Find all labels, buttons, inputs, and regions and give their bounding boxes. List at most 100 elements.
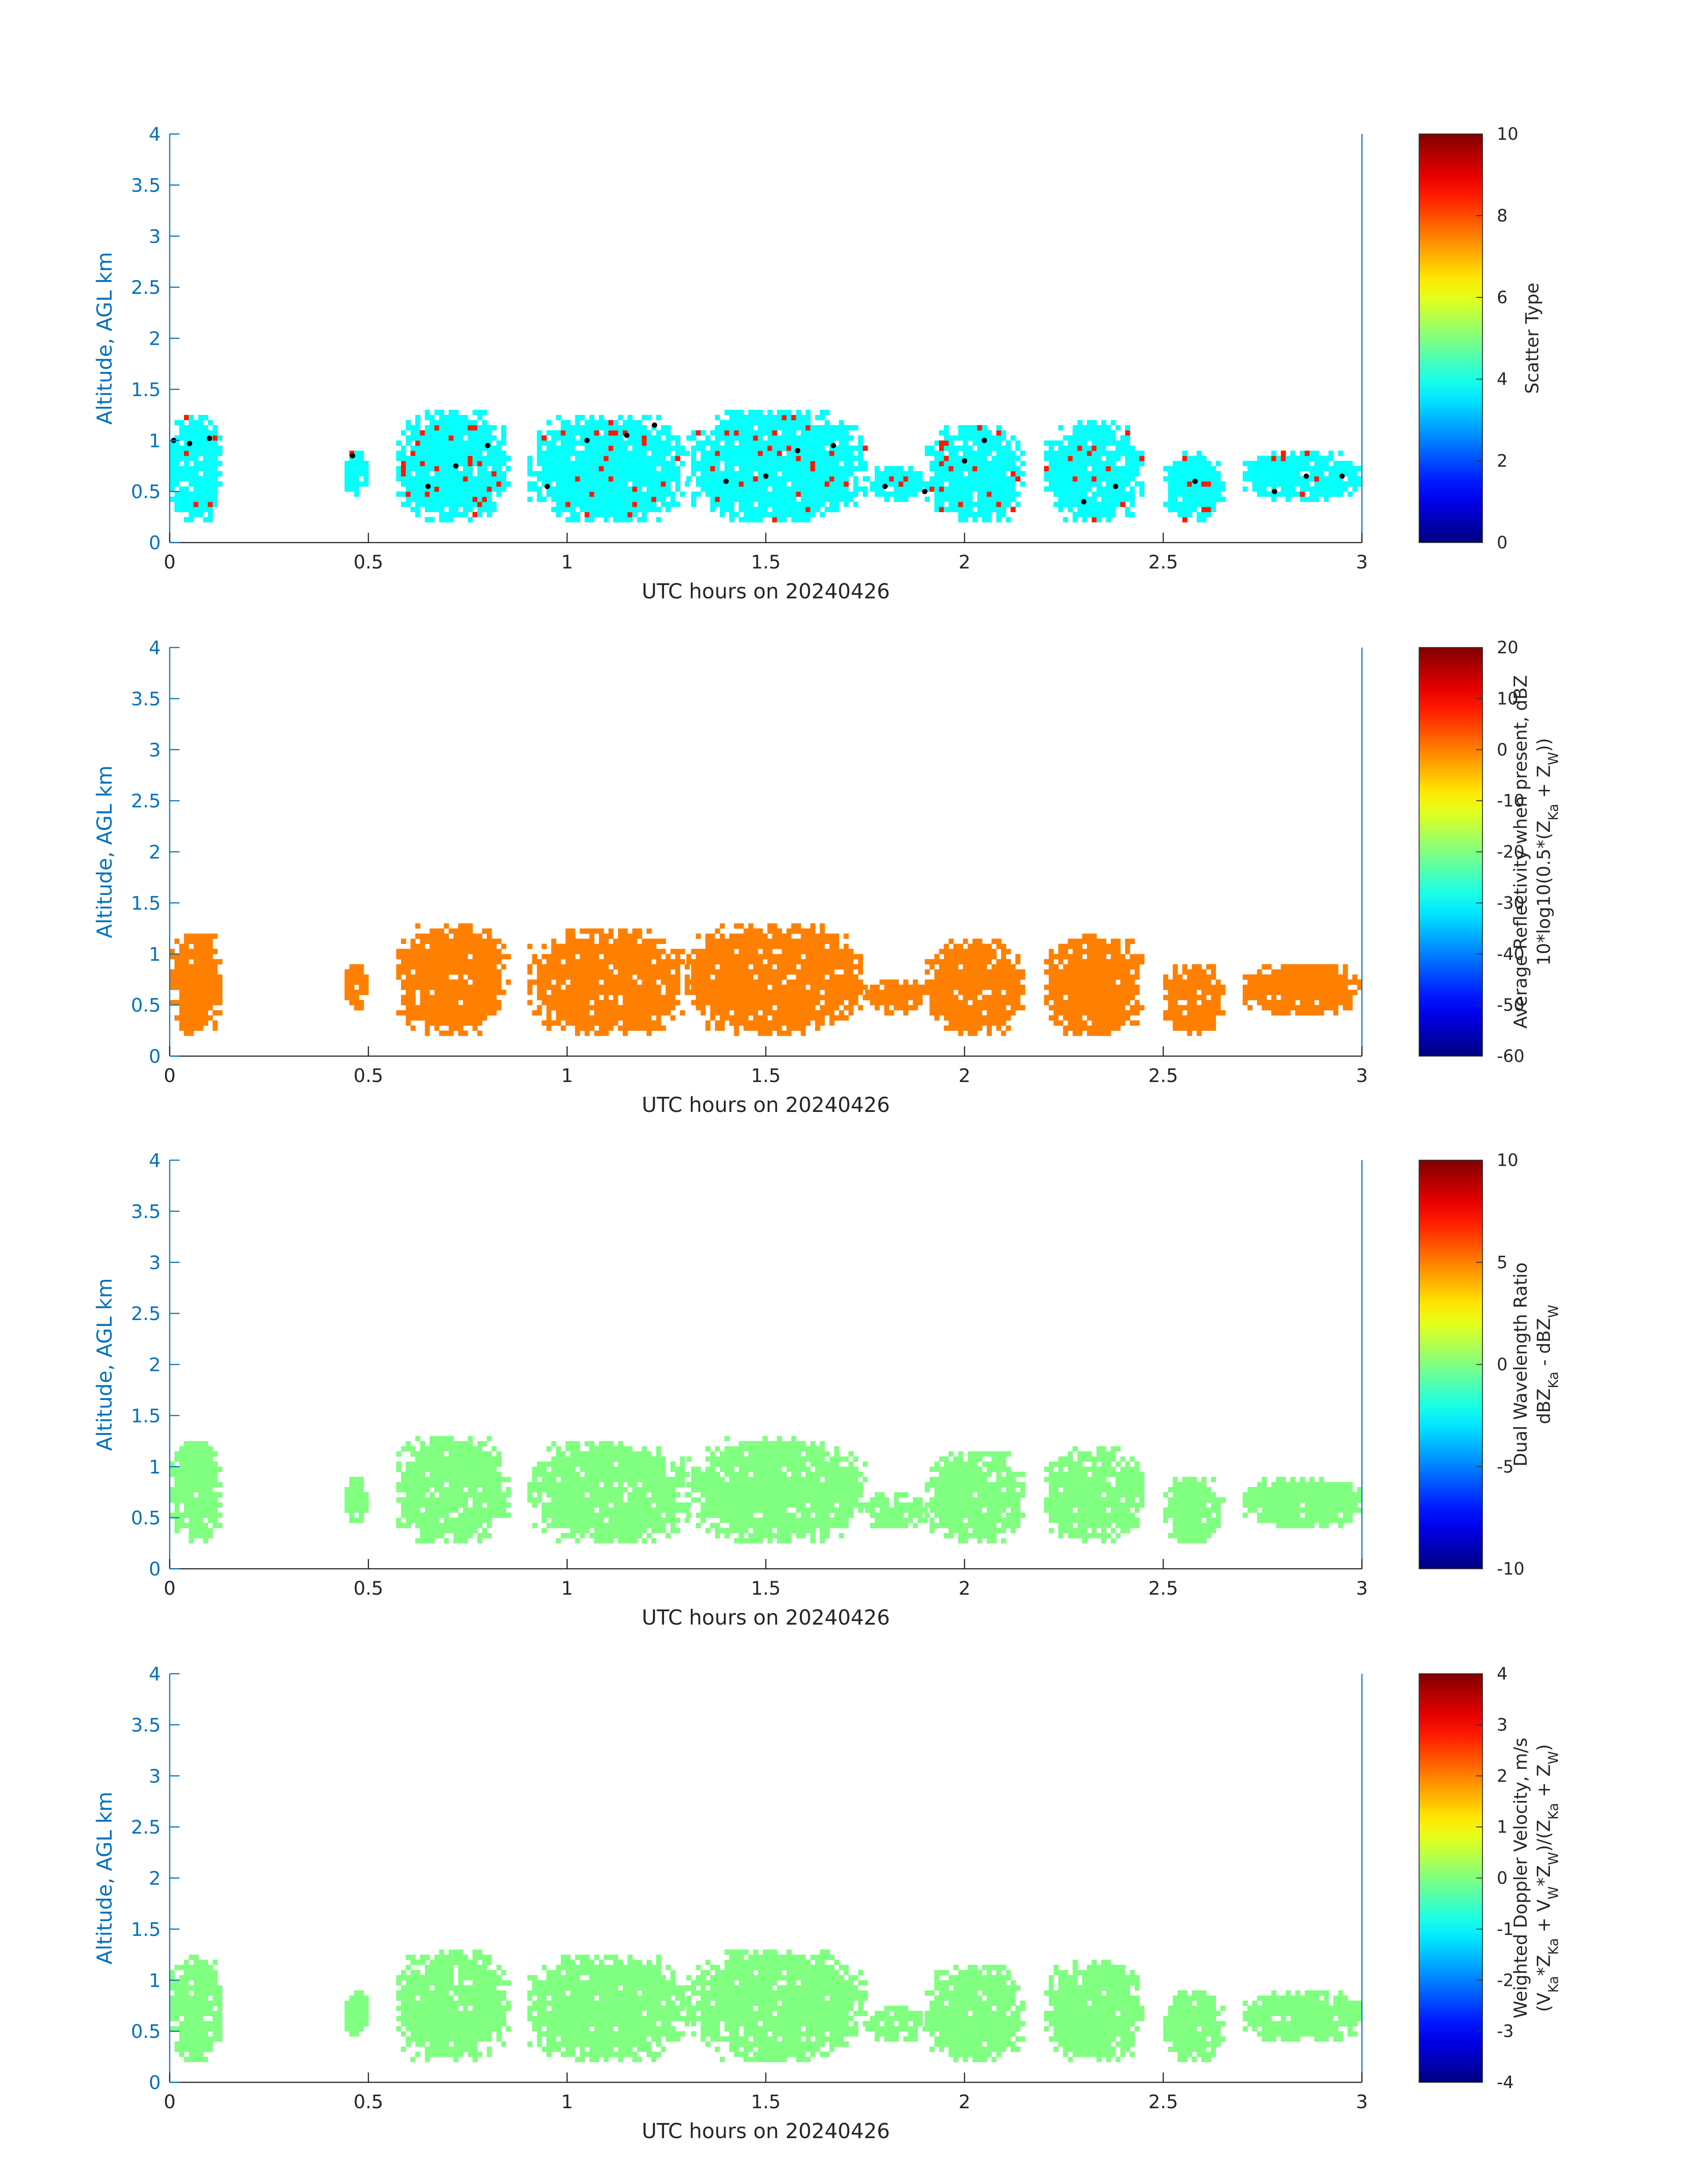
heatmap-cell <box>608 476 614 482</box>
heatmap-cell <box>458 425 464 430</box>
heatmap-cell <box>589 938 595 944</box>
heatmap-cell <box>1058 440 1064 446</box>
heatmap-cell <box>1314 466 1320 472</box>
heatmap-cell <box>986 430 992 436</box>
heatmap-cell <box>184 435 189 441</box>
heatmap-cell <box>777 476 782 482</box>
heatmap-cell <box>739 481 744 487</box>
heatmap-cell <box>482 990 487 995</box>
heatmap-cell <box>491 455 497 461</box>
heatmap-cell <box>748 1020 754 1026</box>
heatmap-cell <box>193 1015 199 1021</box>
heatmap-cell <box>661 445 666 451</box>
heatmap-cell <box>622 486 628 492</box>
heatmap-cell <box>670 455 676 461</box>
y-tick-label: 1.5 <box>131 379 161 401</box>
heatmap-cell <box>894 994 899 1000</box>
heatmap-cell <box>815 466 820 472</box>
heatmap-cell <box>810 959 815 965</box>
heatmap-cell <box>815 455 820 461</box>
heatmap-cell <box>1077 944 1083 949</box>
heatmap-cell <box>913 486 918 492</box>
heatmap-cell <box>977 455 982 461</box>
heatmap-cell <box>179 491 184 497</box>
heatmap-cell <box>777 481 782 487</box>
heatmap-cell <box>944 1000 949 1006</box>
heatmap-cell <box>184 1000 189 1006</box>
heatmap-cell <box>772 969 777 975</box>
heatmap-cell <box>1077 949 1083 954</box>
heatmap-cell <box>453 969 459 975</box>
heatmap-cell <box>401 461 406 466</box>
heatmap-cell <box>184 491 189 497</box>
heatmap-cell <box>1058 455 1064 461</box>
heatmap-cell <box>647 486 652 492</box>
heatmap-cell <box>1173 466 1178 472</box>
heatmap-cell <box>1352 476 1357 482</box>
heatmap-cell <box>453 445 459 451</box>
heatmap-cell <box>1006 461 1011 466</box>
heatmap-cell <box>781 512 787 518</box>
heatmap-cell <box>884 466 889 472</box>
heatmap-cell <box>1020 481 1025 487</box>
heatmap-cell <box>829 506 835 512</box>
heatmap-cell <box>656 476 661 482</box>
heatmap-cell <box>491 435 497 441</box>
heatmap-cell <box>710 969 715 975</box>
heatmap-cell <box>1068 466 1073 472</box>
heatmap-cell <box>575 491 580 497</box>
heatmap-cell <box>844 990 849 995</box>
cloud-base-point <box>651 422 657 428</box>
heatmap-cell <box>632 969 638 975</box>
heatmap-cell <box>953 944 959 949</box>
heatmap-cell <box>565 481 571 487</box>
heatmap-cell <box>434 445 439 451</box>
heatmap-cell <box>844 974 849 980</box>
heatmap-cell <box>977 984 982 990</box>
heatmap-cell <box>661 938 666 944</box>
heatmap-cell <box>589 944 595 949</box>
heatmap-cell <box>781 990 787 995</box>
heatmap-cell <box>458 964 464 970</box>
heatmap-cell <box>986 954 992 960</box>
heatmap-cell <box>560 974 566 980</box>
heatmap-cell <box>753 451 758 456</box>
heatmap-cell <box>934 451 940 456</box>
heatmap-cell <box>622 1025 628 1031</box>
heatmap-cell <box>647 1015 652 1021</box>
heatmap-cell <box>1115 466 1121 472</box>
heatmap-cell <box>968 944 973 949</box>
heatmap-cell <box>796 1025 801 1031</box>
heatmap-cell <box>963 1000 968 1006</box>
heatmap-cell <box>439 949 444 954</box>
heatmap-cell <box>632 979 638 985</box>
heatmap-cell <box>396 949 401 954</box>
heatmap-cell <box>972 938 978 944</box>
heatmap-cell <box>665 471 671 476</box>
heatmap-cell <box>724 1005 730 1011</box>
heatmap-cell <box>198 1005 204 1011</box>
heatmap-cell <box>968 1005 973 1011</box>
heatmap-cell <box>810 994 815 1000</box>
cloud-base-point <box>453 463 459 469</box>
heatmap-cell <box>349 979 355 985</box>
heatmap-cell <box>1187 506 1192 512</box>
heatmap-cell <box>174 501 180 507</box>
heatmap-cell <box>986 445 992 451</box>
heatmap-cell <box>608 984 614 990</box>
heatmap-cell <box>1091 461 1097 466</box>
heatmap-cell <box>786 994 792 1000</box>
heatmap-cell <box>810 486 815 492</box>
heatmap-cell <box>425 445 430 451</box>
heatmap-cell <box>772 944 777 949</box>
heatmap-cell <box>758 974 763 980</box>
heatmap-cell <box>193 1010 199 1016</box>
heatmap-cell <box>556 497 561 502</box>
heatmap-cell <box>824 451 830 456</box>
heatmap-cell <box>501 435 506 441</box>
heatmap-cell <box>560 979 566 985</box>
heatmap-cell <box>184 954 189 960</box>
heatmap-cell <box>772 990 777 995</box>
heatmap-cell <box>546 491 551 497</box>
heatmap-cell <box>603 944 609 949</box>
